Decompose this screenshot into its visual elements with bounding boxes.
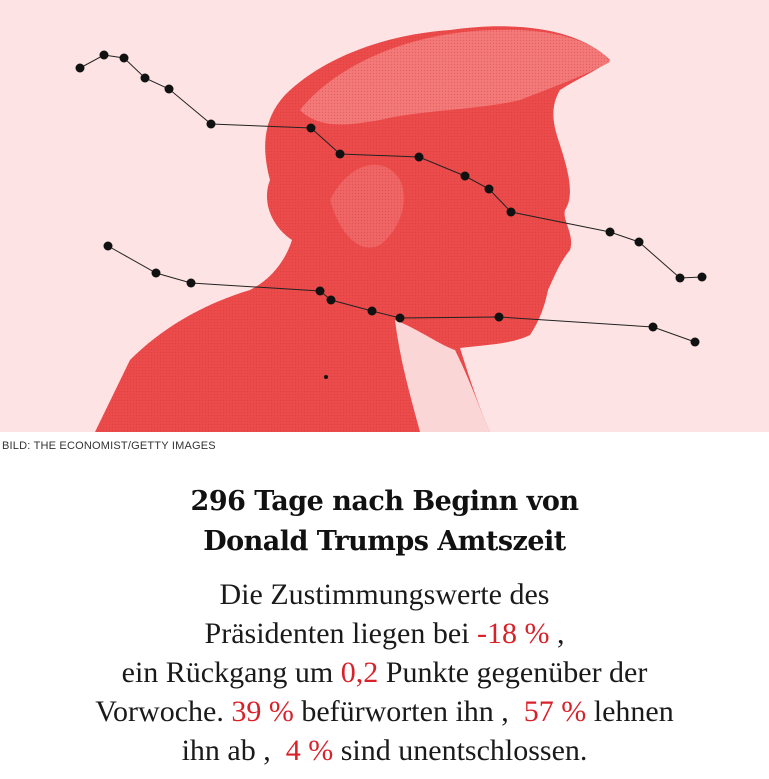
summary-line-4: Vorwoche. 39 % befürworten ihn , 57 % le… (95, 695, 674, 728)
change-value: 0,2 (340, 656, 379, 689)
approve-value: 39 % (231, 695, 294, 728)
disapprove-value: 57 % (523, 695, 587, 728)
summary-line-2: Präsidenten liegen bei -18 % , (204, 617, 565, 650)
summary-line-3: ein Rückgang um 0,2 Punkte gegenüber der (121, 656, 648, 689)
portrait-silhouette (95, 26, 610, 432)
headline: 296 Tage nach Beginn von Donald Trumps A… (0, 482, 769, 562)
undecided-value: 4 % (285, 734, 334, 767)
approval-trend-line (75, 50, 707, 283)
disapproval-trend-line (103, 241, 700, 347)
stray-dot (324, 375, 328, 379)
summary-line-1: Die Zustimmungswerte des (219, 578, 550, 611)
headline-line-1: 296 Tage nach Beginn von (190, 486, 579, 517)
summary-line-5: ihn ab , 4 % sind unentschlossen. (181, 734, 588, 767)
hero-image (0, 0, 769, 432)
net-approval-value: -18 % (476, 617, 550, 650)
headline-line-2: Donald Trumps Amtszeit (203, 526, 566, 557)
image-credit: BILD: THE ECONOMIST/GETTY IMAGES (2, 440, 216, 452)
summary-text: Die Zustimmungswerte des Präsidenten lie… (10, 575, 759, 770)
trump-profile-illustration (75, 26, 707, 432)
